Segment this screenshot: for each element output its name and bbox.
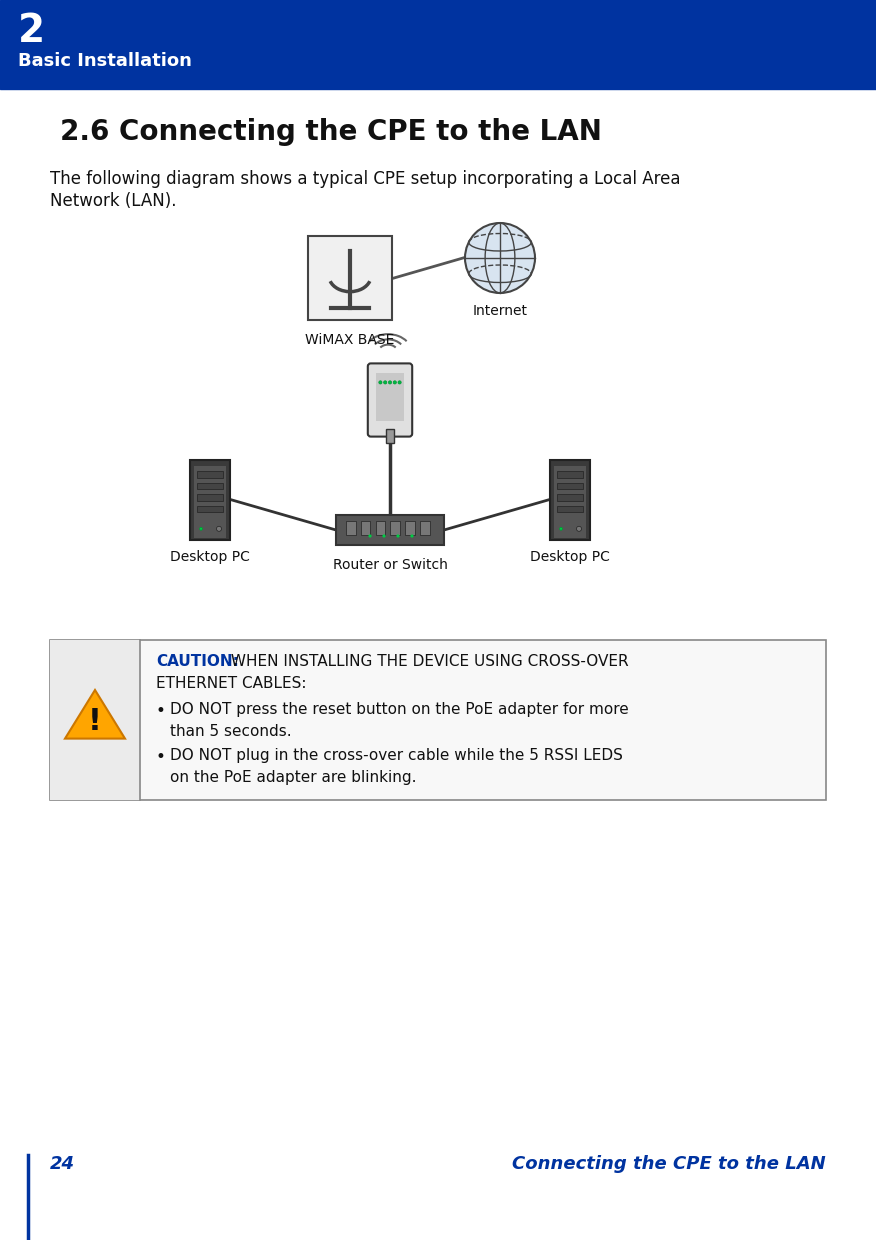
Bar <box>557 506 583 512</box>
Bar <box>0 0 876 89</box>
Bar <box>361 521 371 536</box>
Circle shape <box>398 381 401 384</box>
Bar <box>386 429 394 443</box>
Bar <box>376 521 385 536</box>
Text: •: • <box>156 702 166 720</box>
Circle shape <box>388 381 392 384</box>
FancyBboxPatch shape <box>50 640 826 800</box>
FancyBboxPatch shape <box>368 363 413 436</box>
Text: CAUTION:: CAUTION: <box>156 653 239 670</box>
Circle shape <box>397 534 399 538</box>
FancyBboxPatch shape <box>190 460 230 539</box>
Bar <box>391 521 400 536</box>
Circle shape <box>378 381 382 384</box>
Text: Basic Installation: Basic Installation <box>18 52 192 69</box>
Bar <box>197 471 223 477</box>
Bar <box>557 495 583 501</box>
Text: !: ! <box>88 707 102 737</box>
Bar <box>557 471 583 477</box>
Text: 2: 2 <box>18 12 46 50</box>
Bar <box>194 466 226 538</box>
Polygon shape <box>65 689 125 739</box>
Bar <box>557 482 583 490</box>
FancyBboxPatch shape <box>336 515 444 546</box>
Text: •: • <box>156 748 166 766</box>
Circle shape <box>465 223 535 293</box>
Bar <box>406 521 415 536</box>
Bar <box>197 495 223 501</box>
Circle shape <box>410 534 413 538</box>
Bar <box>197 482 223 490</box>
Circle shape <box>200 527 202 531</box>
Text: than 5 seconds.: than 5 seconds. <box>170 724 292 739</box>
Text: The following diagram shows a typical CPE setup incorporating a Local Area: The following diagram shows a typical CP… <box>50 170 681 188</box>
Text: DO NOT press the reset button on the PoE adapter for more: DO NOT press the reset button on the PoE… <box>170 702 629 717</box>
Text: WiMAX BASE: WiMAX BASE <box>306 334 395 347</box>
Bar <box>197 506 223 512</box>
Bar <box>376 373 405 420</box>
Circle shape <box>576 526 582 531</box>
Circle shape <box>393 381 397 384</box>
Text: on the PoE adapter are blinking.: on the PoE adapter are blinking. <box>170 770 416 785</box>
Text: 24: 24 <box>50 1154 75 1173</box>
Text: Desktop PC: Desktop PC <box>170 551 250 564</box>
Text: Router or Switch: Router or Switch <box>333 558 448 572</box>
Circle shape <box>383 534 385 538</box>
FancyBboxPatch shape <box>308 236 392 320</box>
Text: Desktop PC: Desktop PC <box>530 551 610 564</box>
Circle shape <box>384 381 387 384</box>
Text: 2.6 Connecting the CPE to the LAN: 2.6 Connecting the CPE to the LAN <box>60 118 602 146</box>
Text: ETHERNET CABLES:: ETHERNET CABLES: <box>156 676 307 691</box>
Text: Internet: Internet <box>472 304 527 317</box>
Text: DO NOT plug in the cross-over cable while the 5 RSSI LEDS: DO NOT plug in the cross-over cable whil… <box>170 748 623 763</box>
Bar <box>346 521 356 536</box>
Bar <box>554 466 586 538</box>
Circle shape <box>216 526 222 531</box>
FancyBboxPatch shape <box>550 460 590 539</box>
Text: WHEN INSTALLING THE DEVICE USING CROSS-OVER: WHEN INSTALLING THE DEVICE USING CROSS-O… <box>226 653 629 670</box>
Text: Network (LAN).: Network (LAN). <box>50 192 176 210</box>
Bar <box>50 640 140 800</box>
Bar <box>420 521 429 536</box>
Text: Connecting the CPE to the LAN: Connecting the CPE to the LAN <box>512 1154 826 1173</box>
Circle shape <box>560 527 562 531</box>
Circle shape <box>369 534 371 538</box>
